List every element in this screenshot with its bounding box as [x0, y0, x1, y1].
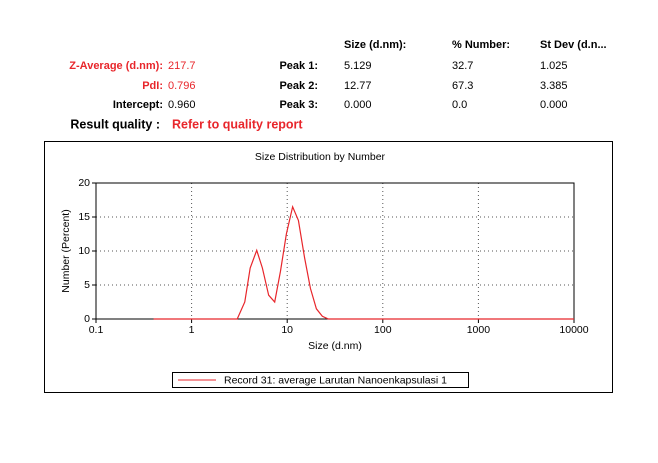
peak-label: Peak 2: [279, 80, 318, 92]
x-tick-label: 1000 [467, 324, 491, 336]
header: St Dev (d.n... [540, 39, 607, 51]
peak-number: 67.3 [452, 80, 473, 92]
summary-value: 217.7 [168, 60, 196, 72]
y-tick-label: 15 [78, 211, 90, 223]
y-tick-label: 10 [78, 245, 90, 257]
legend-label: Record 31: average Larutan Nanoenkapsula… [224, 374, 447, 386]
summary-value: 0.796 [168, 80, 196, 92]
peak-size: 5.129 [344, 60, 372, 72]
x-tick-label: 100 [374, 324, 392, 336]
series-line [153, 204, 574, 320]
chart-title: Size Distribution by Number [255, 151, 386, 163]
peak-number: 0.0 [452, 99, 467, 111]
quality-label: Result quality : [70, 117, 160, 131]
y-tick-label: 5 [84, 279, 90, 291]
quality-value: Refer to quality report [172, 117, 303, 131]
peak-stdev: 3.385 [540, 80, 568, 92]
legend-box [172, 372, 469, 388]
peak-stdev: 1.025 [540, 60, 568, 72]
y-tick-label: 0 [84, 313, 90, 325]
peak-label: Peak 3: [279, 99, 318, 111]
peak-label: Peak 1: [279, 60, 318, 72]
x-axis-label: Size (d.nm) [308, 340, 362, 352]
peak-size: 12.77 [344, 80, 372, 92]
peak-size: 0.000 [344, 99, 372, 111]
plot-frame [95, 182, 575, 320]
header: % Number: [452, 39, 510, 51]
x-tick-label: 10 [281, 324, 293, 336]
y-tick-label: 20 [78, 177, 90, 189]
x-tick-label: 10000 [559, 324, 588, 336]
summary-value: 0.960 [168, 99, 196, 111]
summary-label: Z-Average (d.nm): [69, 60, 163, 72]
chart-frame [44, 141, 613, 393]
summary-label: PdI: [142, 80, 163, 92]
peak-stdev: 0.000 [540, 99, 568, 111]
x-tick-label: 0.1 [89, 324, 104, 336]
y-axis-label: Number (Percent) [60, 209, 72, 292]
header: Size (d.nm): [344, 39, 406, 51]
x-tick-label: 1 [189, 324, 195, 336]
summary-label: Intercept: [113, 99, 163, 111]
peak-number: 32.7 [452, 60, 473, 72]
